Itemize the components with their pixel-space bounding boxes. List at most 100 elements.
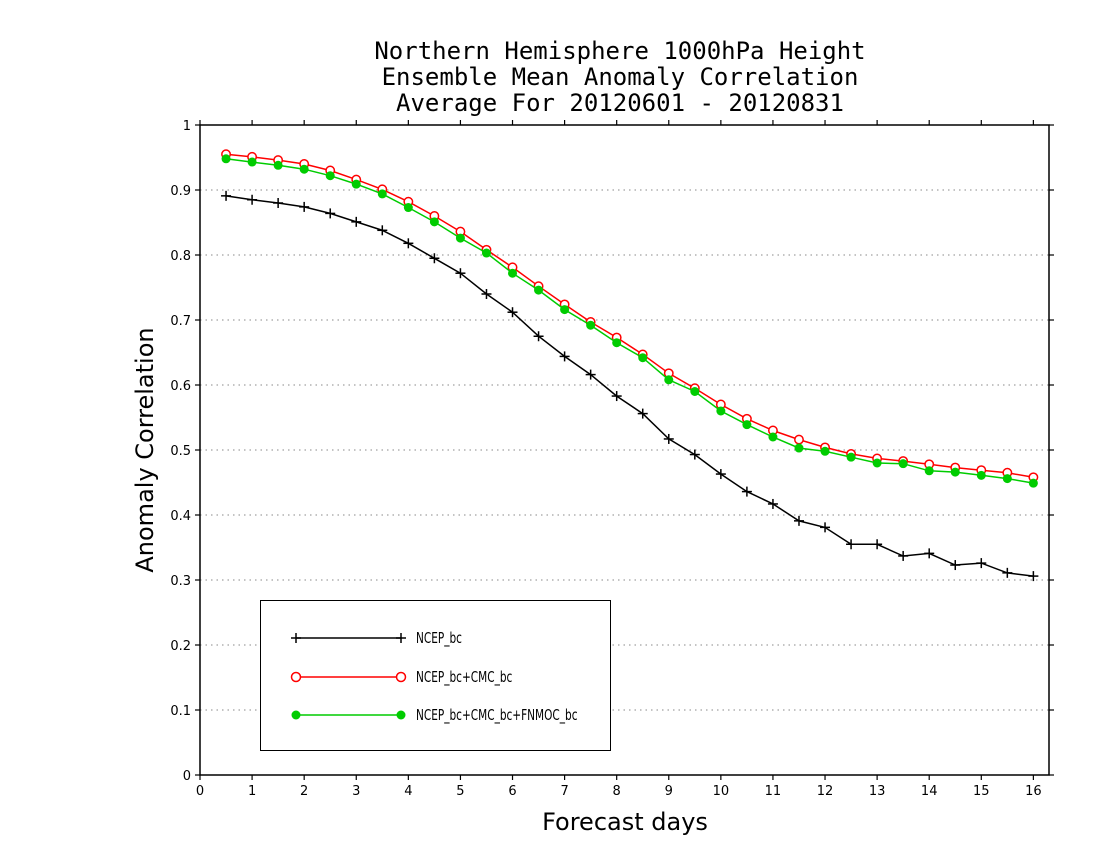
x-tick-label: 9 <box>665 784 673 799</box>
x-tick-label: 15 <box>973 784 990 799</box>
data-point-ncep-bc-cmc-bc-fnmoc-bc <box>690 387 700 396</box>
data-point-ncep-bc-cmc-bc-fnmoc-bc <box>950 467 960 477</box>
data-point-ncep-bc <box>767 498 778 509</box>
data-point-ncep-bc-cmc-bc-fnmoc-bc <box>429 217 439 227</box>
y-axis-label: Anomaly Correlation <box>131 327 159 573</box>
legend-label-ncep-bc-cmc-bc: NCEP_bc+CMC_bc <box>416 668 513 686</box>
data-point-ncep-bc <box>663 433 674 444</box>
data-point-ncep-bc <box>247 194 258 205</box>
x-tick-label: 11 <box>765 784 782 799</box>
data-point-ncep-bc-cmc-bc-fnmoc-bc <box>846 452 856 462</box>
data-point-ncep-bc <box>481 289 492 299</box>
x-tick-label: 12 <box>817 784 834 799</box>
chart-title-line-3: Average For 20120601 - 20120831 <box>396 89 844 117</box>
data-point-ncep-bc-cmc-bc-fnmoc-bc <box>1002 474 1012 484</box>
data-point-ncep-bc-cmc-bc-fnmoc-bc <box>351 179 361 189</box>
y-tick-label: 0.7 <box>170 314 191 329</box>
x-tick-label: 4 <box>404 784 412 799</box>
data-point-ncep-bc-cmc-bc-fnmoc-bc <box>508 268 518 278</box>
y-tick-label: 0.9 <box>170 184 191 199</box>
data-point-ncep-bc <box>377 225 388 236</box>
data-point-ncep-bc-cmc-bc-fnmoc-bc <box>612 338 622 348</box>
data-point-ncep-bc-cmc-bc-fnmoc-bc <box>481 248 491 258</box>
data-point-ncep-bc-cmc-bc-fnmoc-bc <box>273 160 283 170</box>
data-point-ncep-bc <box>715 469 726 480</box>
data-point-ncep-bc <box>924 548 935 559</box>
y-tick-label: 0 <box>183 769 191 784</box>
data-point-ncep-bc <box>846 539 857 550</box>
data-point-ncep-bc <box>585 369 596 380</box>
data-point-ncep-bc <box>507 307 518 318</box>
data-point-ncep-bc <box>299 201 310 212</box>
x-tick-label: 1 <box>248 784 256 799</box>
x-tick-label: 16 <box>1025 784 1042 799</box>
chart-title-line-1: Northern Hemisphere 1000hPa Height <box>374 37 866 65</box>
series-line-ncep-bc-cmc-bc <box>225 153 1034 479</box>
x-tick-label: 3 <box>352 784 360 799</box>
data-point-ncep-bc <box>559 351 570 362</box>
data-point-ncep-bc <box>793 515 804 526</box>
data-point-ncep-bc-cmc-bc-fnmoc-bc <box>455 233 465 243</box>
data-point-ncep-bc <box>898 550 909 561</box>
y-tick-label: 1 <box>183 119 191 134</box>
data-point-ncep-bc-cmc-bc-fnmoc-bc <box>560 305 570 315</box>
data-point-ncep-bc <box>741 486 752 497</box>
data-point-ncep-bc-cmc-bc-fnmoc-bc <box>794 443 804 453</box>
data-point-ncep-bc <box>533 331 544 342</box>
data-point-ncep-bc-cmc-bc-fnmoc-bc <box>664 375 674 385</box>
legend-sample-ncep-bc-cmc-bc-fnmoc-bc <box>291 710 406 720</box>
legend: NCEP_bc NCEP_bc+CMC_bc NCEP_bc+CMC_bc+FN… <box>260 600 611 751</box>
data-point-ncep-bc-cmc-bc-fnmoc-bc <box>299 164 309 174</box>
x-tick-label: 5 <box>456 784 464 799</box>
data-point-ncep-bc-cmc-bc-fnmoc-bc <box>742 420 752 430</box>
data-point-ncep-bc <box>976 558 987 569</box>
data-point-ncep-bc <box>325 208 336 219</box>
data-point-ncep-bc <box>820 522 831 533</box>
y-tick-label: 0.4 <box>170 509 191 524</box>
data-point-ncep-bc-cmc-bc-fnmoc-bc <box>325 171 335 181</box>
y-tick-label: 0.5 <box>170 444 191 459</box>
series-line-ncep-bc-cmc-bc-fnmoc-bc <box>225 158 1034 484</box>
x-tick-label: 8 <box>613 784 621 799</box>
data-point-ncep-bc-cmc-bc-fnmoc-bc <box>872 458 882 468</box>
legend-item-ncep-bc-cmc-bc: NCEP_bc+CMC_bc <box>261 665 610 689</box>
x-tick-label: 2 <box>300 784 308 799</box>
data-point-ncep-bc <box>429 253 440 264</box>
series-line-ncep-bc <box>225 195 1034 577</box>
data-point-ncep-bc-cmc-bc-fnmoc-bc <box>768 432 778 442</box>
data-point-ncep-bc-cmc-bc-fnmoc-bc <box>586 320 596 330</box>
x-tick-label: 6 <box>508 784 516 799</box>
data-point-ncep-bc-cmc-bc-fnmoc-bc <box>976 470 986 480</box>
data-point-ncep-bc <box>637 408 648 419</box>
data-point-ncep-bc-cmc-bc-fnmoc-bc <box>247 157 257 167</box>
data-point-ncep-bc <box>872 539 883 550</box>
data-point-ncep-bc-cmc-bc-fnmoc-bc <box>1028 478 1038 488</box>
y-tick-label: 0.6 <box>170 379 191 394</box>
data-point-ncep-bc-cmc-bc-fnmoc-bc <box>820 446 830 456</box>
y-tick-label: 0.8 <box>170 249 191 264</box>
legend-sample-ncep-bc-cmc-bc <box>290 671 407 683</box>
data-point-ncep-bc-cmc-bc-fnmoc-bc <box>534 285 544 295</box>
data-point-ncep-bc <box>1002 567 1013 578</box>
data-point-ncep-bc-cmc-bc <box>794 434 804 445</box>
data-point-ncep-bc-cmc-bc-fnmoc-bc <box>377 189 387 199</box>
chart-title-line-2: Ensemble Mean Anomaly Correlation <box>381 63 859 91</box>
legend-label-ncep-bc-cmc-bc-fnmoc-bc: NCEP_bc+CMC_bc+FNMOC_bc <box>416 706 578 724</box>
x-tick-label: 13 <box>869 784 886 799</box>
data-point-ncep-bc-cmc-bc-fnmoc-bc <box>403 203 413 213</box>
data-point-ncep-bc-cmc-bc-fnmoc-bc <box>924 466 934 476</box>
data-point-ncep-bc <box>403 238 414 249</box>
data-point-ncep-bc <box>611 391 622 402</box>
data-point-ncep-bc <box>689 449 700 460</box>
legend-sample-ncep-bc <box>291 633 406 643</box>
data-point-ncep-bc <box>950 560 961 571</box>
data-point-ncep-bc-cmc-bc-fnmoc-bc <box>898 459 908 469</box>
y-tick-label: 0.3 <box>170 574 191 589</box>
y-tick-label: 0.2 <box>170 639 191 654</box>
x-axis-label: Forecast days <box>542 808 708 836</box>
y-tick-label: 0.1 <box>170 704 191 719</box>
x-tick-label: 7 <box>560 784 568 799</box>
legend-item-ncep-bc-cmc-bc-fnmoc-bc: NCEP_bc+CMC_bc+FNMOC_bc <box>261 703 610 727</box>
x-tick-label: 10 <box>713 784 730 799</box>
